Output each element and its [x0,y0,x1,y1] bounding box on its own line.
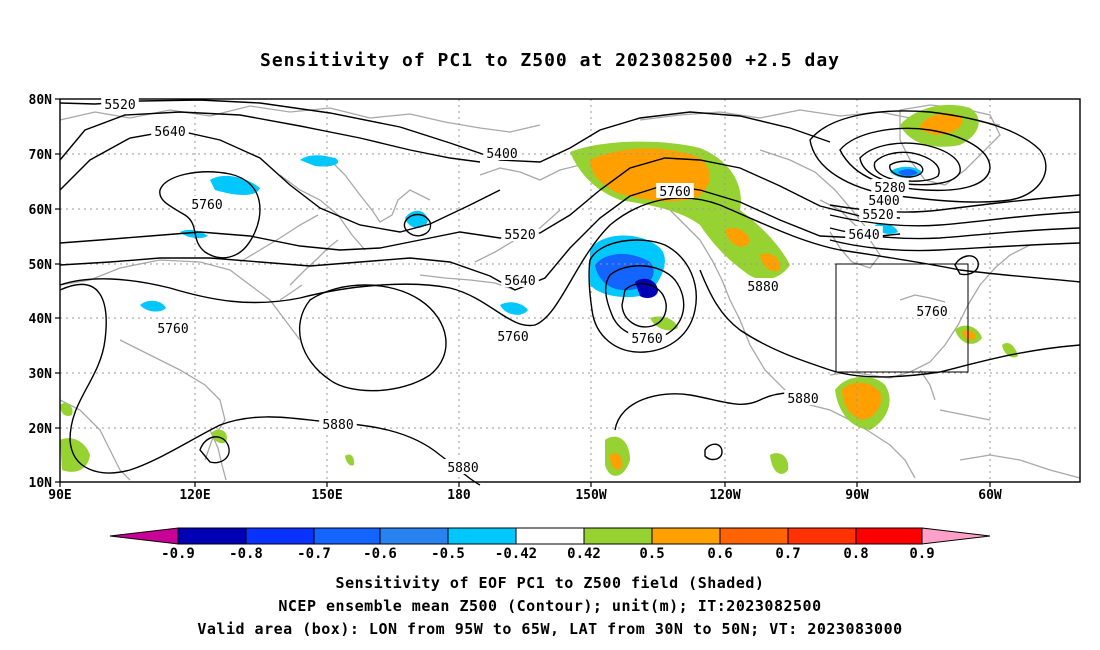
colorbar-low-extend [109,527,179,545]
contour-label: 5760 [916,305,947,320]
valid-area-box [835,263,969,373]
sensitivity-patch [760,253,781,272]
colorbar-segment [787,527,857,545]
colorbar: -0.9 -0.8 -0.7 -0.6 -0.5 -0.42 0.42 0.5 0.6 0.7 0.… [109,527,991,562]
contour-label: 5760 [659,185,690,200]
lon-label: 120W [709,488,740,503]
caption-contour: NCEP ensemble mean Z500 (Contour); unit(… [278,597,822,615]
z500-contours [59,99,1081,486]
colorbar-segment [177,527,247,545]
contour-label: 5400 [868,194,899,209]
contour-label: 5880 [322,418,353,433]
colorbar-label: -0.8 [229,546,263,562]
colorbar-high-extend [921,527,991,545]
colorbar-label: 0.5 [639,546,664,562]
lat-label: 60N [29,203,53,218]
sensitivity-patch [770,453,789,474]
sensitivity-patch [842,382,881,420]
colorbar-label: -0.9 [161,546,195,562]
lat-lon-grid [60,99,1080,482]
sensitivity-patch [140,300,166,312]
contour-label: 5760 [157,322,188,337]
lat-label: 80N [29,93,53,108]
sensitivity-patch [610,453,623,470]
lat-label: 10N [29,476,53,491]
latitude-labels: 80N 70N 60N 50N 40N 30N 20N 10N [29,93,60,491]
lon-label: 180 [447,488,471,503]
colorbar-label: 0.7 [775,546,800,562]
contour-label: 5520 [104,98,135,113]
colorbar-segment [379,527,449,545]
longitude-labels: 90E 120E 150E 180 150W 120W 90W 60W [48,482,1002,503]
contour-label: 5640 [154,125,185,140]
colorbar-label: -0.7 [297,546,331,562]
lat-label: 30N [29,367,53,382]
contour-label: 5880 [447,461,478,476]
sensitivity-patch [898,169,918,176]
colorbar-label: -0.5 [431,546,465,562]
colorbar-label: -0.42 [495,546,537,562]
sensitivity-patch [962,330,976,340]
lon-label: 120E [179,488,210,503]
contour-label: 5400 [486,147,517,162]
sensitivity-patch [60,438,90,472]
caption-shaded: Sensitivity of EOF PC1 to Z500 field (Sh… [335,574,765,592]
contour-label: 5880 [787,392,818,407]
lon-label: 90E [48,488,71,503]
map-frame [59,98,1081,483]
colorbar-segment [651,527,721,545]
lat-label: 50N [29,258,53,273]
sensitivity-patch [210,175,260,195]
colorbar-label: -0.6 [363,546,397,562]
sensitivity-patch [500,302,528,315]
lon-label: 60W [978,488,1002,503]
contour-label: 5520 [862,208,893,223]
sensitivity-shading [60,104,1018,476]
colorbar-label: 0.8 [843,546,868,562]
colorbar-label: 0.9 [909,546,934,562]
lon-label: 150E [311,488,342,503]
contour-label: 5520 [504,228,535,243]
contour-label: 5640 [848,228,879,243]
contour-label: 5760 [631,332,662,347]
lat-label: 40N [29,312,53,327]
sensitivity-patch [212,429,227,444]
sensitivity-patch [300,155,339,167]
lat-label: 20N [29,422,53,437]
colorbar-segment [515,527,585,545]
sensitivity-patch [60,403,73,416]
contour-label: 5880 [747,280,778,295]
sensitivity-patch [345,454,355,466]
colorbar-segment [719,527,789,545]
contour-label: 5760 [497,330,528,345]
colorbar-label: 0.42 [567,546,601,562]
colorbar-segment [245,527,315,545]
sensitivity-patch [725,228,750,247]
lat-label: 70N [29,148,53,163]
sensitivity-patch [650,316,678,331]
colorbar-label: 0.6 [707,546,732,562]
contour-label: 5640 [504,274,535,289]
map-title: Sensitivity of PC1 to Z500 at 2023082500… [259,50,840,71]
colorbar-segment [855,527,923,545]
lon-label: 90W [845,488,869,503]
colorbar-segment [313,527,381,545]
lon-label: 150W [575,488,606,503]
caption-valid-area: Valid area (box): LON from 95W to 65W, L… [197,620,903,638]
colorbar-segment [583,527,653,545]
coastlines [59,104,1081,481]
colorbar-segment [447,527,517,545]
contour-label: 5760 [191,198,222,213]
sensitivity-patch [180,229,208,239]
